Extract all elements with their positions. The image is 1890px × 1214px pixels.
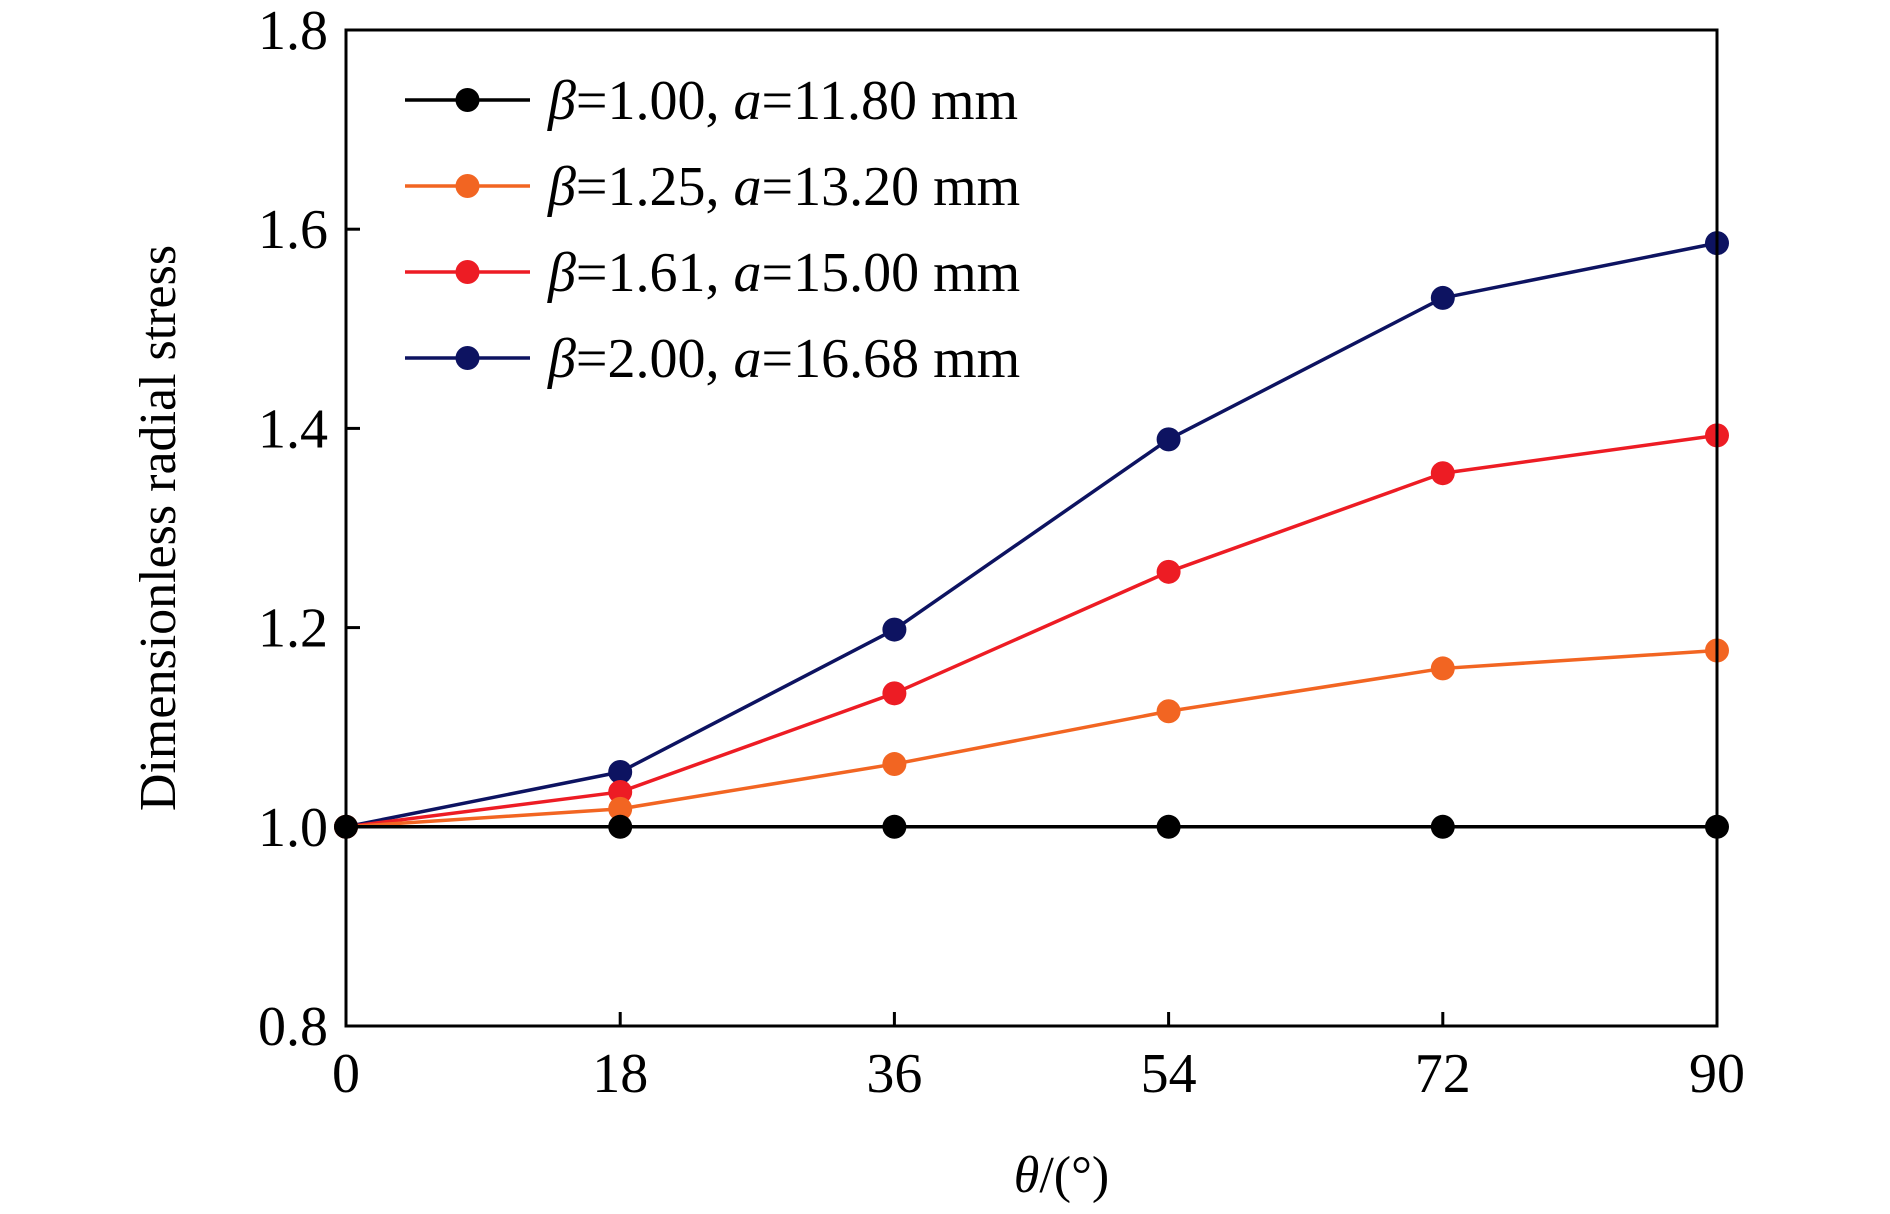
legend: β=1.00, a=11.80 mm β=1.25, a=13.20 mm β=1.… [405, 70, 1020, 390]
tick-layer: 0 18 36 54 72 90 0.8 1.0 1.2 1.4 1.6 1.8 [258, 0, 1745, 1105]
data-point [1430, 814, 1455, 839]
series-4 [334, 231, 1729, 839]
series-line [345, 241, 1718, 829]
plot-frame [344, 28, 1719, 1028]
data-point [1430, 461, 1455, 486]
legend-marker [455, 346, 480, 370]
y-tick-label: 1.4 [258, 398, 328, 460]
x-tick-label: 72 [1415, 1043, 1471, 1105]
x-tick-label: 18 [592, 1043, 648, 1105]
data-point [1430, 285, 1455, 310]
y-axis-label: Dimensionless radial stress [130, 245, 187, 811]
series-layer [334, 231, 1729, 839]
data-point [608, 814, 633, 839]
data-point [1156, 559, 1181, 584]
legend-label: β=1.00, a=11.80 mm [547, 70, 1018, 132]
legend-entry: β=2.00, a=16.68 mm [405, 328, 1020, 390]
data-point [882, 617, 907, 642]
x-tick-label: 36 [866, 1043, 922, 1105]
data-point [1430, 656, 1455, 681]
data-point [882, 752, 907, 777]
data-point [1156, 699, 1181, 724]
data-point [608, 779, 633, 804]
series-3 [334, 423, 1729, 839]
series-line [345, 648, 1718, 829]
legend-entry: β=1.61, a=15.00 mm [405, 242, 1020, 304]
legend-marker [455, 88, 480, 112]
series-line [345, 433, 1718, 829]
legend-marker [455, 174, 480, 198]
data-point [1156, 427, 1181, 452]
x-tick-label: 0 [332, 1043, 360, 1105]
legend-marker [455, 260, 480, 284]
series-1 [334, 814, 1729, 839]
legend-entry: β=1.25, a=13.20 mm [405, 156, 1020, 218]
series-2 [334, 638, 1729, 839]
data-point [608, 796, 633, 821]
data-point [882, 814, 907, 839]
data-point [1156, 814, 1181, 839]
y-tick-label: 1.2 [258, 598, 328, 660]
y-tick-label: 1.8 [258, 0, 328, 62]
legend-label: β=1.61, a=15.00 mm [547, 242, 1020, 304]
legend-label: β=2.00, a=16.68 mm [547, 328, 1020, 390]
y-tick-label: 1.6 [258, 199, 328, 261]
legend-entry: β=1.00, a=11.80 mm [405, 70, 1018, 132]
x-tick-label: 54 [1141, 1043, 1197, 1105]
legend-label: β=1.25, a=13.20 mm [547, 156, 1020, 218]
y-tick-label: 1.0 [258, 797, 328, 859]
x-tick-label: 90 [1689, 1043, 1745, 1105]
y-tick-label: 0.8 [258, 996, 328, 1058]
data-point [608, 760, 633, 785]
data-point [882, 681, 907, 706]
x-axis-label: θ/(°) [1014, 1147, 1109, 1204]
